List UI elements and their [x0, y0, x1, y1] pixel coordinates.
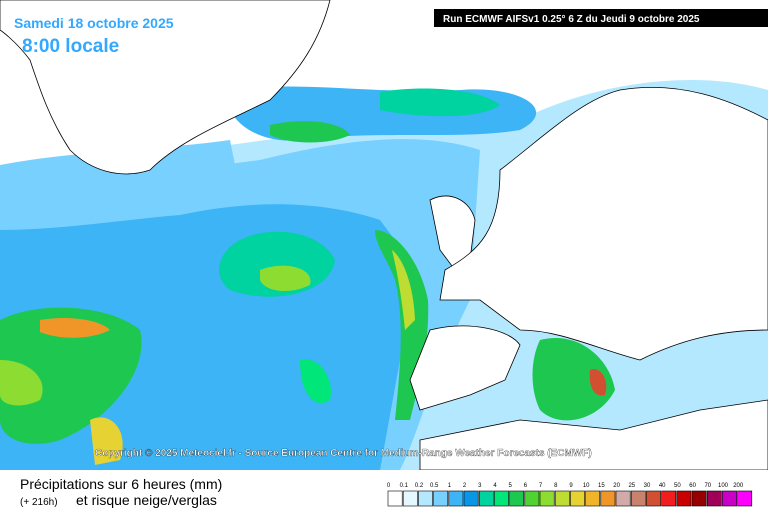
legend-label: 60	[689, 483, 696, 489]
legend-swatch	[600, 490, 616, 507]
legend-label: 10	[583, 483, 590, 489]
legend-swatch	[448, 490, 464, 507]
legend-swatch	[402, 490, 418, 507]
legend-label: 6	[524, 483, 528, 489]
legend-swatch	[539, 490, 555, 507]
legend-label: 1	[448, 483, 452, 489]
legend-label: 0.1	[400, 483, 409, 489]
legend-swatch	[494, 490, 509, 507]
footer-title: Précipitations sur 6 heures (mm)	[20, 476, 222, 492]
time-label: 8:00 locale	[22, 36, 119, 57]
legend-label: 40	[659, 483, 666, 489]
legend-label: 0	[387, 483, 391, 489]
legend-swatch	[691, 490, 707, 507]
legend-label: 50	[674, 483, 681, 489]
run-banner	[434, 9, 768, 27]
legend-label: 7	[539, 483, 543, 489]
legend-label: 5	[509, 483, 513, 489]
legend-swatch	[585, 490, 601, 507]
land-outlines	[0, 0, 768, 471]
legend-swatch	[570, 490, 585, 507]
run-info: Run ECMWF AIFSv1 0.25° 6 Z du Jeudi 9 oc…	[443, 14, 700, 25]
legend-label: 2	[463, 483, 467, 489]
legend-label: 8	[554, 483, 558, 489]
legend-label: 30	[644, 483, 651, 489]
legend-label: 4	[493, 483, 497, 489]
legend-label: 3	[478, 483, 482, 489]
legend-swatch	[630, 490, 646, 507]
legend-swatch	[706, 490, 722, 507]
footer-subtitle: et risque neige/verglas	[76, 492, 217, 508]
legend-label: 15	[598, 483, 605, 489]
legend-swatch	[737, 490, 753, 507]
legend-label: 0.5	[430, 483, 439, 489]
legend: 0 0.1 0.2 0.5 1 2 3 4 5 6 7 8 9 10 15 20 25 30 40 50 60 70 100…	[387, 483, 753, 507]
legend-label: 70	[704, 483, 711, 489]
legend-label: 0.2	[415, 483, 424, 489]
legend-swatch	[387, 490, 403, 507]
legend-swatch	[463, 490, 479, 507]
legend-label: 20	[613, 483, 620, 489]
copyright: Copyright © 2025 Meteociel.fr - Source E…	[95, 448, 592, 459]
legend-swatch	[524, 490, 540, 507]
legend-swatch	[433, 490, 449, 507]
legend-swatch	[478, 490, 494, 507]
legend-swatch	[722, 490, 737, 507]
legend-label: 100	[718, 483, 729, 489]
legend-swatch	[646, 490, 661, 507]
legend-swatch	[661, 490, 677, 507]
legend-swatch	[554, 490, 570, 507]
date-label: Samedi 18 octobre 2025	[14, 15, 174, 31]
legend-label: 9	[569, 483, 573, 489]
legend-swatch	[615, 490, 631, 507]
legend-label: 200	[733, 483, 744, 489]
legend-label: 25	[628, 483, 635, 489]
footer-lead: (+ 216h)	[20, 497, 58, 508]
legend-swatch	[676, 490, 692, 507]
legend-swatch	[509, 490, 525, 507]
legend-swatch	[418, 490, 433, 507]
